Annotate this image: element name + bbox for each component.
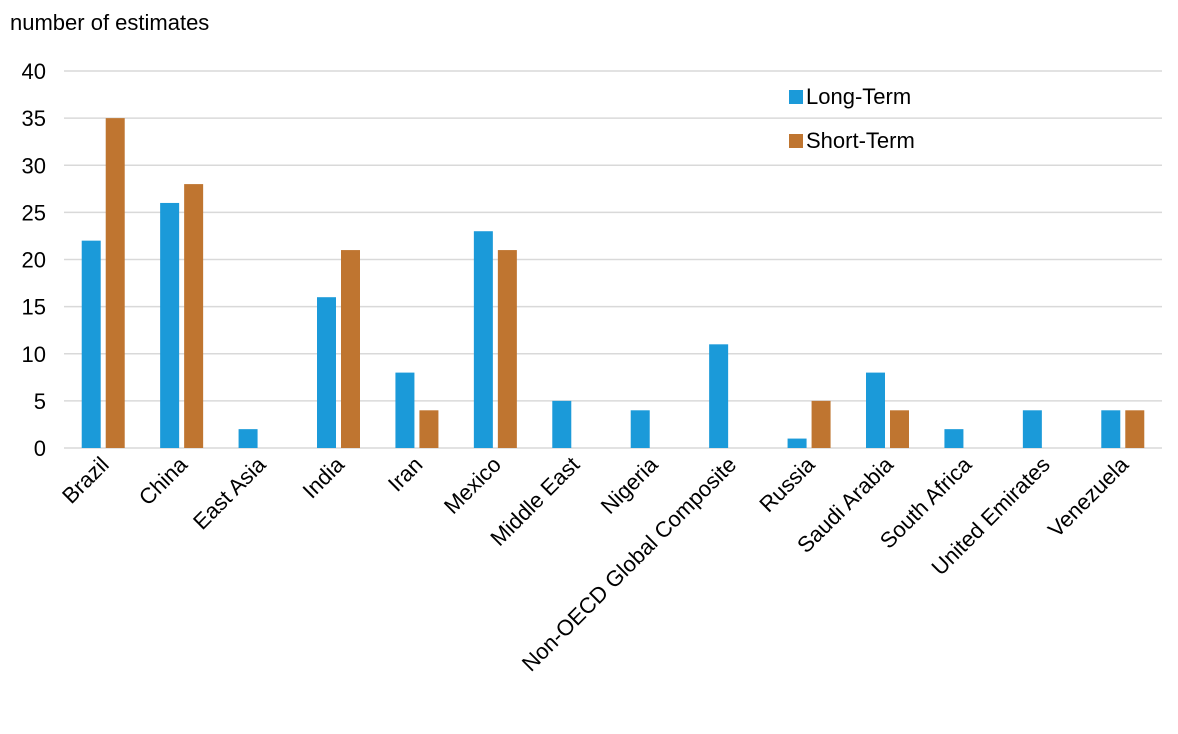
y-tick-label-15: 15 xyxy=(22,295,46,320)
bar-long-term-mexico xyxy=(473,231,493,448)
legend-label-long-term: Long-Term xyxy=(806,84,911,109)
x-tick-label-venezuela: Venezuela xyxy=(1043,451,1134,542)
bar-long-term-iran xyxy=(395,372,415,448)
bar-long-term-saudi-arabia xyxy=(866,372,885,448)
y-axis-label: number of estimates xyxy=(10,10,209,35)
legend-swatch-short-term xyxy=(789,134,803,148)
legend-label-short-term: Short-Term xyxy=(806,128,915,153)
bar-long-term-brazil xyxy=(81,240,101,448)
bars xyxy=(81,118,1145,448)
bar-long-term-south-africa xyxy=(944,429,964,448)
x-tick-label-iran: Iran xyxy=(383,452,427,496)
legend-swatch-long-term xyxy=(789,90,803,104)
bar-short-term-russia xyxy=(811,400,831,448)
bar-short-term-saudi-arabia xyxy=(890,410,909,448)
bar-long-term-east-asia xyxy=(238,429,258,448)
bar-short-term-iran xyxy=(419,410,439,448)
y-tick-label-40: 40 xyxy=(22,59,46,84)
y-tick-label-10: 10 xyxy=(22,342,46,367)
bar-long-term-nigeria xyxy=(630,410,650,448)
x-tick-label-russia: Russia xyxy=(754,451,820,517)
bar-long-term-venezuela xyxy=(1101,410,1121,448)
bar-long-term-russia xyxy=(787,438,807,448)
bar-short-term-mexico xyxy=(497,250,517,448)
y-tick-label-35: 35 xyxy=(22,106,46,131)
y-tick-label-25: 25 xyxy=(22,200,46,225)
bar-long-term-non-oecd-global-composite xyxy=(709,344,729,448)
bar-long-term-united-emirates xyxy=(1022,410,1042,448)
x-tick-label-brazil: Brazil xyxy=(57,452,114,509)
bar-short-term-china xyxy=(184,184,204,448)
y-tick-label-5: 5 xyxy=(34,389,46,414)
y-tick-label-20: 20 xyxy=(22,248,46,273)
legend: Long-Term Short-Term xyxy=(789,84,915,153)
gridlines xyxy=(64,70,1162,449)
x-tick-label-nigeria: Nigeria xyxy=(596,451,664,519)
bar-short-term-venezuela xyxy=(1125,410,1145,448)
x-tick-label-east-asia: East Asia xyxy=(188,451,271,534)
bar-long-term-india xyxy=(317,297,336,448)
y-axis-ticks: 0 5 10 15 20 25 30 35 40 xyxy=(22,59,46,461)
x-tick-label-mexico: Mexico xyxy=(439,452,506,519)
x-tick-label-india: India xyxy=(298,451,350,503)
bar-short-term-india xyxy=(341,250,360,448)
x-tick-label-china: China xyxy=(134,451,193,510)
bar-short-term-brazil xyxy=(105,118,125,448)
bar-long-term-middle-east xyxy=(552,400,572,448)
y-tick-label-0: 0 xyxy=(34,436,46,461)
bar-long-term-china xyxy=(160,202,180,448)
y-tick-label-30: 30 xyxy=(22,153,46,178)
